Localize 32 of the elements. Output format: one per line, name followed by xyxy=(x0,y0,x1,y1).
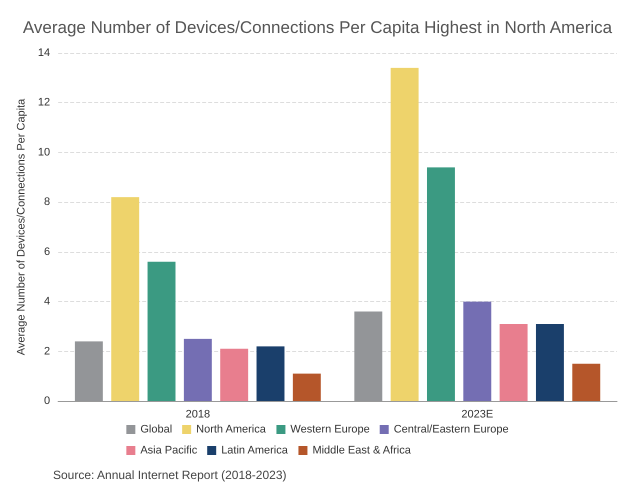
bar xyxy=(148,262,176,401)
legend-label: Central/Eastern Europe xyxy=(394,424,509,436)
y-tick-label: 2 xyxy=(44,345,50,358)
x-tick-label: 2023E xyxy=(461,408,494,420)
bar xyxy=(572,364,600,401)
bar xyxy=(426,167,455,401)
bar xyxy=(500,324,528,401)
bar xyxy=(184,338,212,401)
legend-label: Global xyxy=(140,424,172,436)
bar xyxy=(292,374,321,401)
source-note: Source: Annual Internet Report (2018-2023) xyxy=(53,468,286,482)
bar xyxy=(256,346,284,401)
legend-label: Asia Pacific xyxy=(140,444,198,456)
legend-label: Western Europe xyxy=(290,424,370,436)
chart-title: Average Number of Devices/Connections Per Capita Highest in North America xyxy=(22,18,613,37)
legend-label: Middle East & Africa xyxy=(312,444,412,456)
y-tick-label: 0 xyxy=(44,395,50,407)
y-tick-label: 14 xyxy=(38,47,50,59)
y-tick-label: 4 xyxy=(44,296,50,308)
bar xyxy=(111,197,140,401)
bar xyxy=(220,348,248,401)
x-tick-label: 2018 xyxy=(186,408,210,420)
y-tick-label: 8 xyxy=(44,196,50,208)
y-tick-label: 10 xyxy=(38,146,50,158)
bar xyxy=(463,302,492,401)
y-tick-label: 6 xyxy=(44,246,50,258)
bar xyxy=(390,68,419,401)
bar xyxy=(536,324,564,401)
legend-label: North America xyxy=(196,424,267,436)
y-axis-title: Average Number of Devices/Connections Per Capita xyxy=(16,98,28,356)
legend-label: Latin America xyxy=(221,444,289,456)
y-tick-label: 12 xyxy=(38,96,50,109)
